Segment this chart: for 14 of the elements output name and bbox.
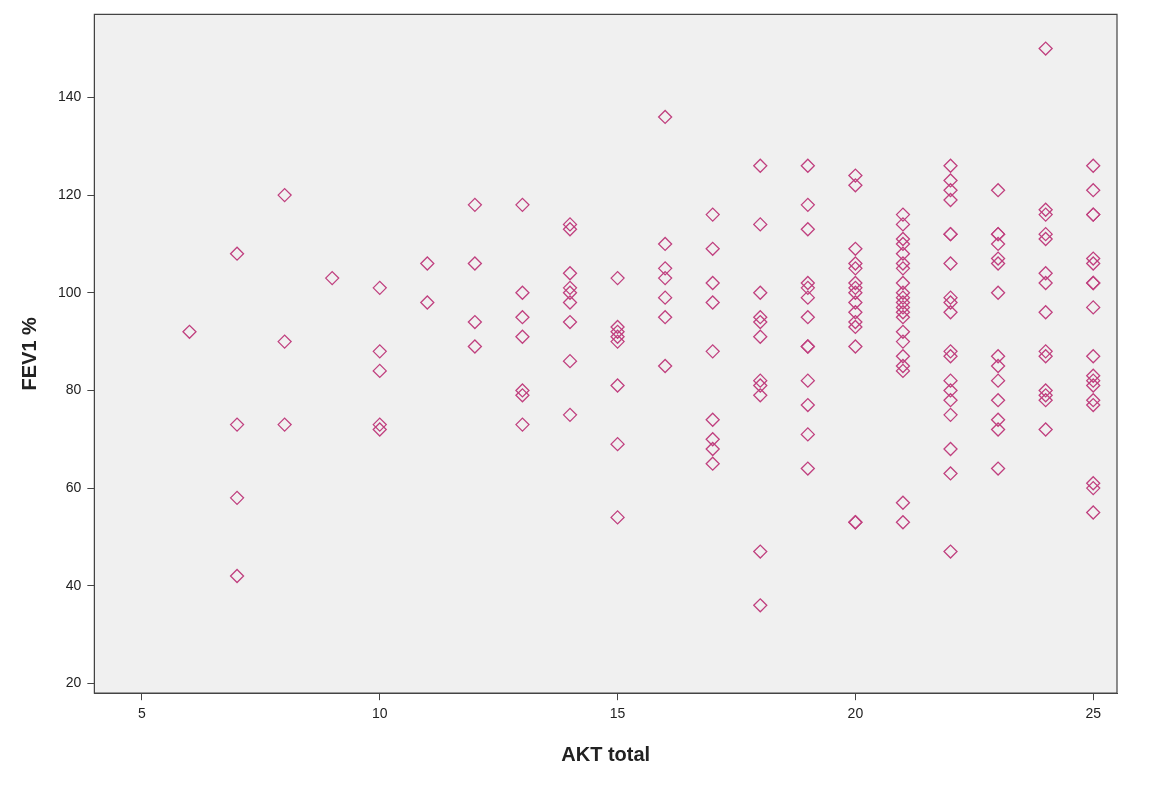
x-tick-label: 10 [371,705,388,722]
x-tick-label: 5 [138,705,147,722]
y-tick-label: 100 [58,283,82,300]
y-tick-label: 140 [58,88,82,105]
y-tick-label: 80 [65,381,82,398]
y-axis-title: FEV1 % [17,316,40,391]
x-tick-label: 15 [609,705,626,722]
x-tick-label: 20 [847,705,864,722]
x-axis-title: AKT total [561,742,651,765]
y-tick-label: 40 [65,576,82,593]
y-tick-label: 60 [65,478,82,495]
y-tick-label: 20 [65,674,82,691]
y-tick-label: 120 [58,185,82,202]
x-tick-label: 25 [1085,705,1102,722]
